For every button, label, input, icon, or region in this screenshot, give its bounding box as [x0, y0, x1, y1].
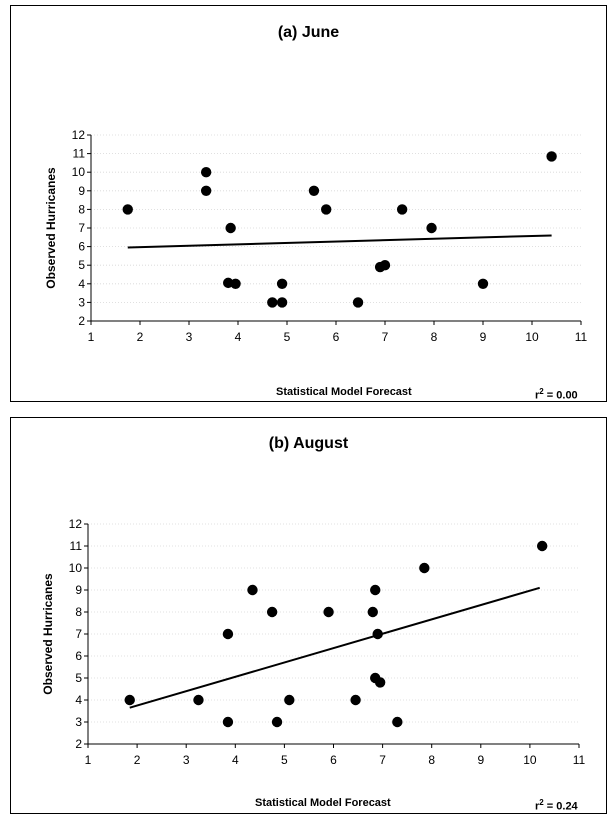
x-tick-label: 6 — [330, 753, 337, 767]
data-point — [193, 694, 204, 706]
y-tick-label: 3 — [78, 295, 85, 309]
x-tick-label: 4 — [232, 753, 239, 767]
data-point — [323, 606, 334, 618]
x-tick-label: 10 — [525, 330, 539, 344]
data-point — [225, 222, 236, 234]
x-tick-label: 10 — [523, 753, 537, 767]
y-axis-label: Observed Hurricanes — [44, 167, 58, 289]
x-tick-label: 1 — [88, 330, 95, 344]
y-tick-label: 9 — [75, 583, 82, 597]
y-tick-label: 8 — [78, 202, 85, 216]
chart-title: (a) June — [277, 24, 340, 41]
r2-exponent: 2 — [539, 798, 544, 807]
x-tick-label: 3 — [186, 330, 193, 344]
data-point — [230, 278, 241, 289]
data-point — [350, 694, 361, 706]
y-tick-label: 12 — [69, 517, 83, 531]
data-point — [308, 185, 320, 196]
y-tick-label: 10 — [69, 561, 83, 575]
y-tick-label: 4 — [75, 693, 82, 707]
x-tick-label: 8 — [431, 330, 438, 344]
trend-line — [127, 234, 552, 249]
x-tick-label: 5 — [284, 330, 291, 344]
r-squared-label: r2 = 0.24 — [535, 798, 578, 813]
data-point — [276, 297, 288, 308]
data-point — [222, 628, 234, 640]
x-tick-label: 8 — [428, 753, 435, 767]
x-axis-label: Statistical Model Forecast — [255, 797, 391, 809]
x-tick-label: 3 — [183, 753, 190, 767]
r-squared-label: r2 = 0.00 — [535, 387, 578, 402]
y-tick-label: 7 — [75, 627, 82, 641]
r2-value: = 0.00 — [543, 389, 578, 402]
chart-panel-june: (a) June 2 3 4 5 6 7 8 9 10 11 12 1 2 3 4 5 6 7 8 9 10 11 Obse… — [10, 5, 607, 402]
data-point — [370, 584, 381, 596]
y-tick-label: 5 — [75, 671, 82, 685]
x-tick-label: 1 — [85, 753, 92, 767]
y-tick-label: 4 — [78, 277, 85, 291]
data-point — [200, 185, 212, 196]
x-tick-label: 5 — [281, 753, 288, 767]
data-point — [374, 677, 386, 688]
r2-exponent: 2 — [539, 387, 544, 396]
data-point — [392, 716, 403, 728]
x-tick-label: 6 — [333, 330, 340, 344]
y-tick-label: 2 — [75, 737, 82, 751]
x-tick-label: 7 — [382, 330, 389, 344]
data-point — [546, 151, 557, 162]
y-tick-label: 8 — [75, 605, 82, 619]
data-point — [321, 204, 332, 215]
data-point — [372, 628, 383, 640]
y-tick-label: 11 — [73, 147, 86, 161]
y-tick-label: 10 — [72, 165, 86, 179]
chart-title: (b) August — [268, 435, 349, 452]
y-tick-label: 12 — [72, 128, 86, 142]
data-point — [122, 204, 133, 215]
y-tick-label: 11 — [70, 539, 83, 553]
y-tick-label: 2 — [78, 314, 85, 328]
r2-symbol: r — [535, 389, 540, 402]
r2-symbol: r — [535, 800, 540, 813]
data-point — [367, 606, 378, 618]
y-tick-label: 3 — [75, 715, 82, 729]
data-point — [379, 260, 391, 271]
y-tick-label: 5 — [78, 258, 85, 272]
r2-value: = 0.24 — [543, 800, 578, 813]
data-point — [247, 584, 258, 596]
data-point — [352, 297, 364, 308]
x-tick-label: 2 — [134, 753, 141, 767]
trend-line — [129, 586, 541, 709]
data-point — [200, 167, 212, 178]
data-point — [284, 694, 295, 706]
x-tick-label: 9 — [480, 330, 487, 344]
data-point — [124, 694, 135, 706]
data-point — [396, 204, 408, 215]
x-axis-label: Statistical Model Forecast — [276, 386, 412, 398]
data-point — [419, 562, 430, 574]
data-point — [536, 540, 548, 552]
y-tick-label: 6 — [78, 240, 85, 254]
y-axis-label: Observed Hurricanes — [41, 573, 55, 695]
x-tick-label: 11 — [575, 330, 588, 344]
data-point — [276, 278, 288, 289]
data-point — [426, 222, 437, 234]
data-point — [266, 606, 278, 618]
x-tick-label: 2 — [137, 330, 144, 344]
x-tick-label: 9 — [477, 753, 484, 767]
data-point — [222, 716, 234, 728]
x-tick-label: 11 — [573, 753, 586, 767]
chart-panel-august: (b) August 2 3 4 5 6 7 8 9 10 11 12 1 2 3 4 5 6 7 8 9 10 11 Ob… — [10, 417, 607, 814]
data-point — [271, 716, 283, 728]
y-tick-label: 9 — [78, 184, 85, 198]
x-tick-label: 7 — [379, 753, 386, 767]
y-tick-label: 7 — [78, 221, 85, 235]
y-tick-label: 6 — [75, 649, 82, 663]
x-tick-label: 4 — [235, 330, 242, 344]
data-point — [267, 297, 278, 308]
data-point — [477, 278, 489, 289]
